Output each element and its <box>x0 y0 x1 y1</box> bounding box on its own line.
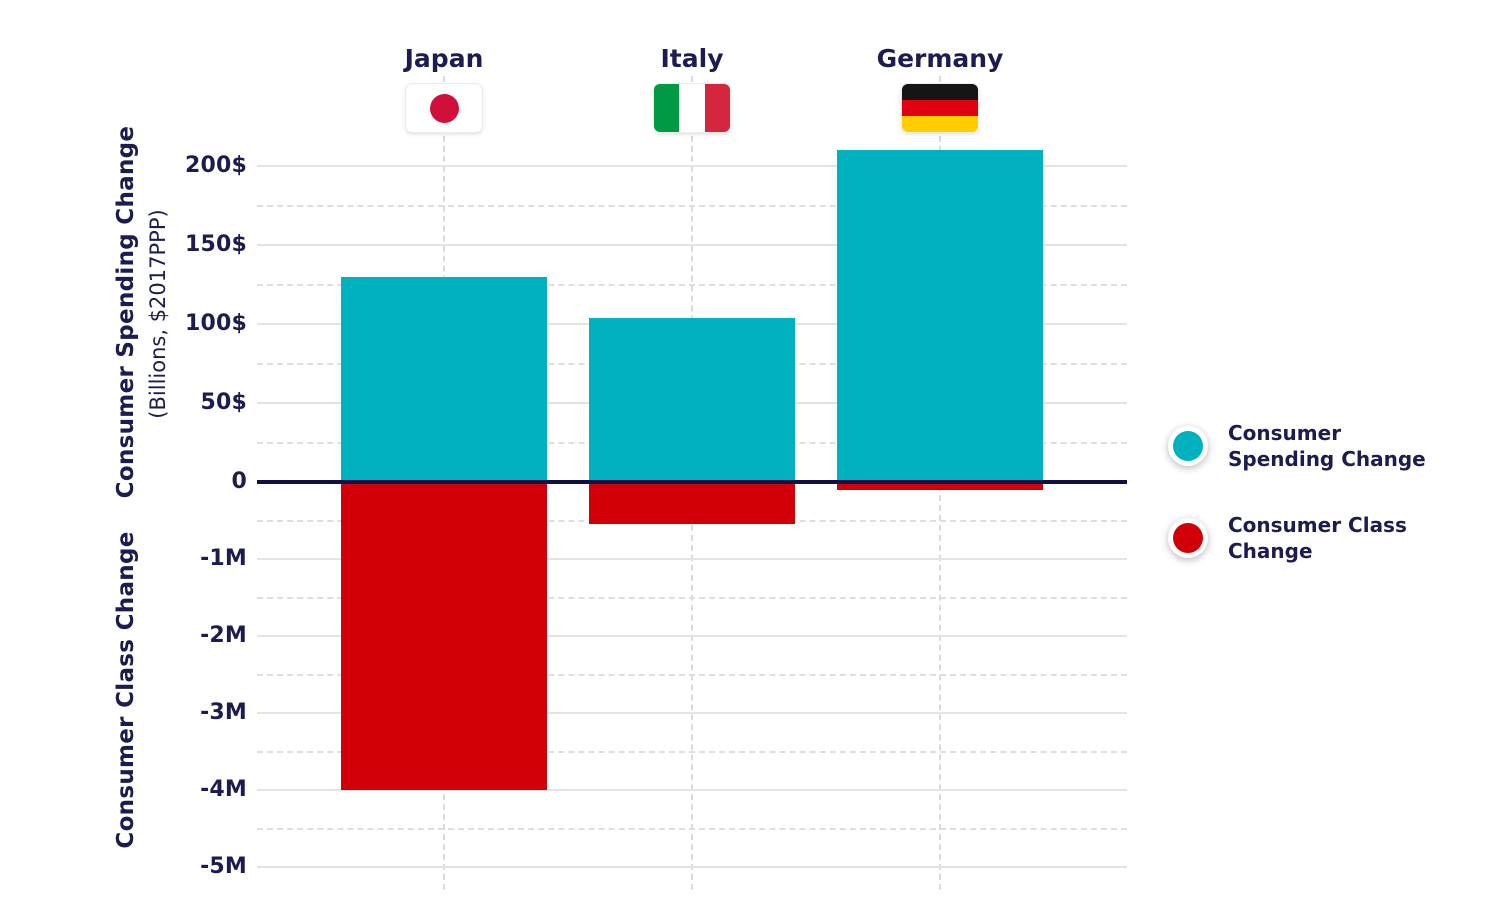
flag-stripe <box>902 100 978 116</box>
japan-flag-icon <box>406 84 482 132</box>
flag-disc <box>429 93 459 123</box>
flag-stripe <box>654 84 680 132</box>
axis-tick-label: -1M <box>200 546 247 571</box>
gridline-major <box>257 789 1127 791</box>
legend-item-consumer-spending-change: Consumer Spending Change <box>1168 420 1426 472</box>
legend-label-line: Spending Change <box>1228 447 1426 471</box>
gridline-minor <box>257 597 1127 599</box>
axis-tick-label: 0 <box>231 469 247 494</box>
teal-dot-icon <box>1173 431 1203 461</box>
flag-stripe <box>679 84 705 132</box>
flag-stripe <box>902 116 978 132</box>
bar-italy-class <box>589 482 795 524</box>
gridline-major <box>257 244 1127 246</box>
flag-stripe <box>704 84 730 132</box>
legend-label-class: Consumer Class Change <box>1228 512 1407 564</box>
legend-marker-spending-icon <box>1168 426 1208 466</box>
gridline-minor <box>257 828 1127 830</box>
italy-flag-icon <box>654 84 730 132</box>
legend-marker-class-icon <box>1168 518 1208 558</box>
bar-japan-class <box>341 482 547 790</box>
gridline-major <box>257 866 1127 868</box>
axis-tick-label: -4M <box>200 777 247 802</box>
gridline-major <box>257 635 1127 637</box>
legend-label-line: Consumer Class <box>1228 513 1407 537</box>
gridline-minor <box>257 284 1127 286</box>
axis-tick-label: 50$ <box>200 390 247 415</box>
axis-tick-label: -2M <box>200 623 247 648</box>
germany-flag-icon <box>902 84 978 132</box>
gridline-major <box>257 712 1127 714</box>
legend-item-consumer-class-change: Consumer Class Change <box>1168 512 1426 564</box>
gridline-minor <box>257 205 1127 207</box>
gridline-major <box>257 165 1127 167</box>
legend-label-line: Consumer <box>1228 421 1342 445</box>
legend: Consumer Spending Change Consumer Class … <box>1168 420 1426 564</box>
country-label-germany: Germany <box>876 44 1004 73</box>
flag-stripe <box>902 84 978 100</box>
gridline-minor <box>257 674 1127 676</box>
axis-tick-label: -3M <box>200 700 247 725</box>
bar-italy-spending <box>589 318 795 482</box>
axis-tick-label: -5M <box>200 854 247 879</box>
zero-axis-line <box>257 480 1127 484</box>
axis-tick-label: 150$ <box>184 232 247 257</box>
country-label-italy: Italy <box>660 44 724 73</box>
legend-label-spending: Consumer Spending Change <box>1228 420 1426 472</box>
bar-germany-class <box>837 482 1043 490</box>
gridline-minor <box>257 751 1127 753</box>
legend-label-line: Change <box>1228 539 1313 563</box>
axis-tick-label: 200$ <box>184 153 247 178</box>
bar-japan-spending <box>341 277 547 482</box>
bar-germany-spending <box>837 150 1043 482</box>
axis-tick-label: 100$ <box>184 311 247 336</box>
gridline-major <box>257 558 1127 560</box>
red-dot-icon <box>1173 523 1203 553</box>
country-label-japan: Japan <box>404 44 484 73</box>
